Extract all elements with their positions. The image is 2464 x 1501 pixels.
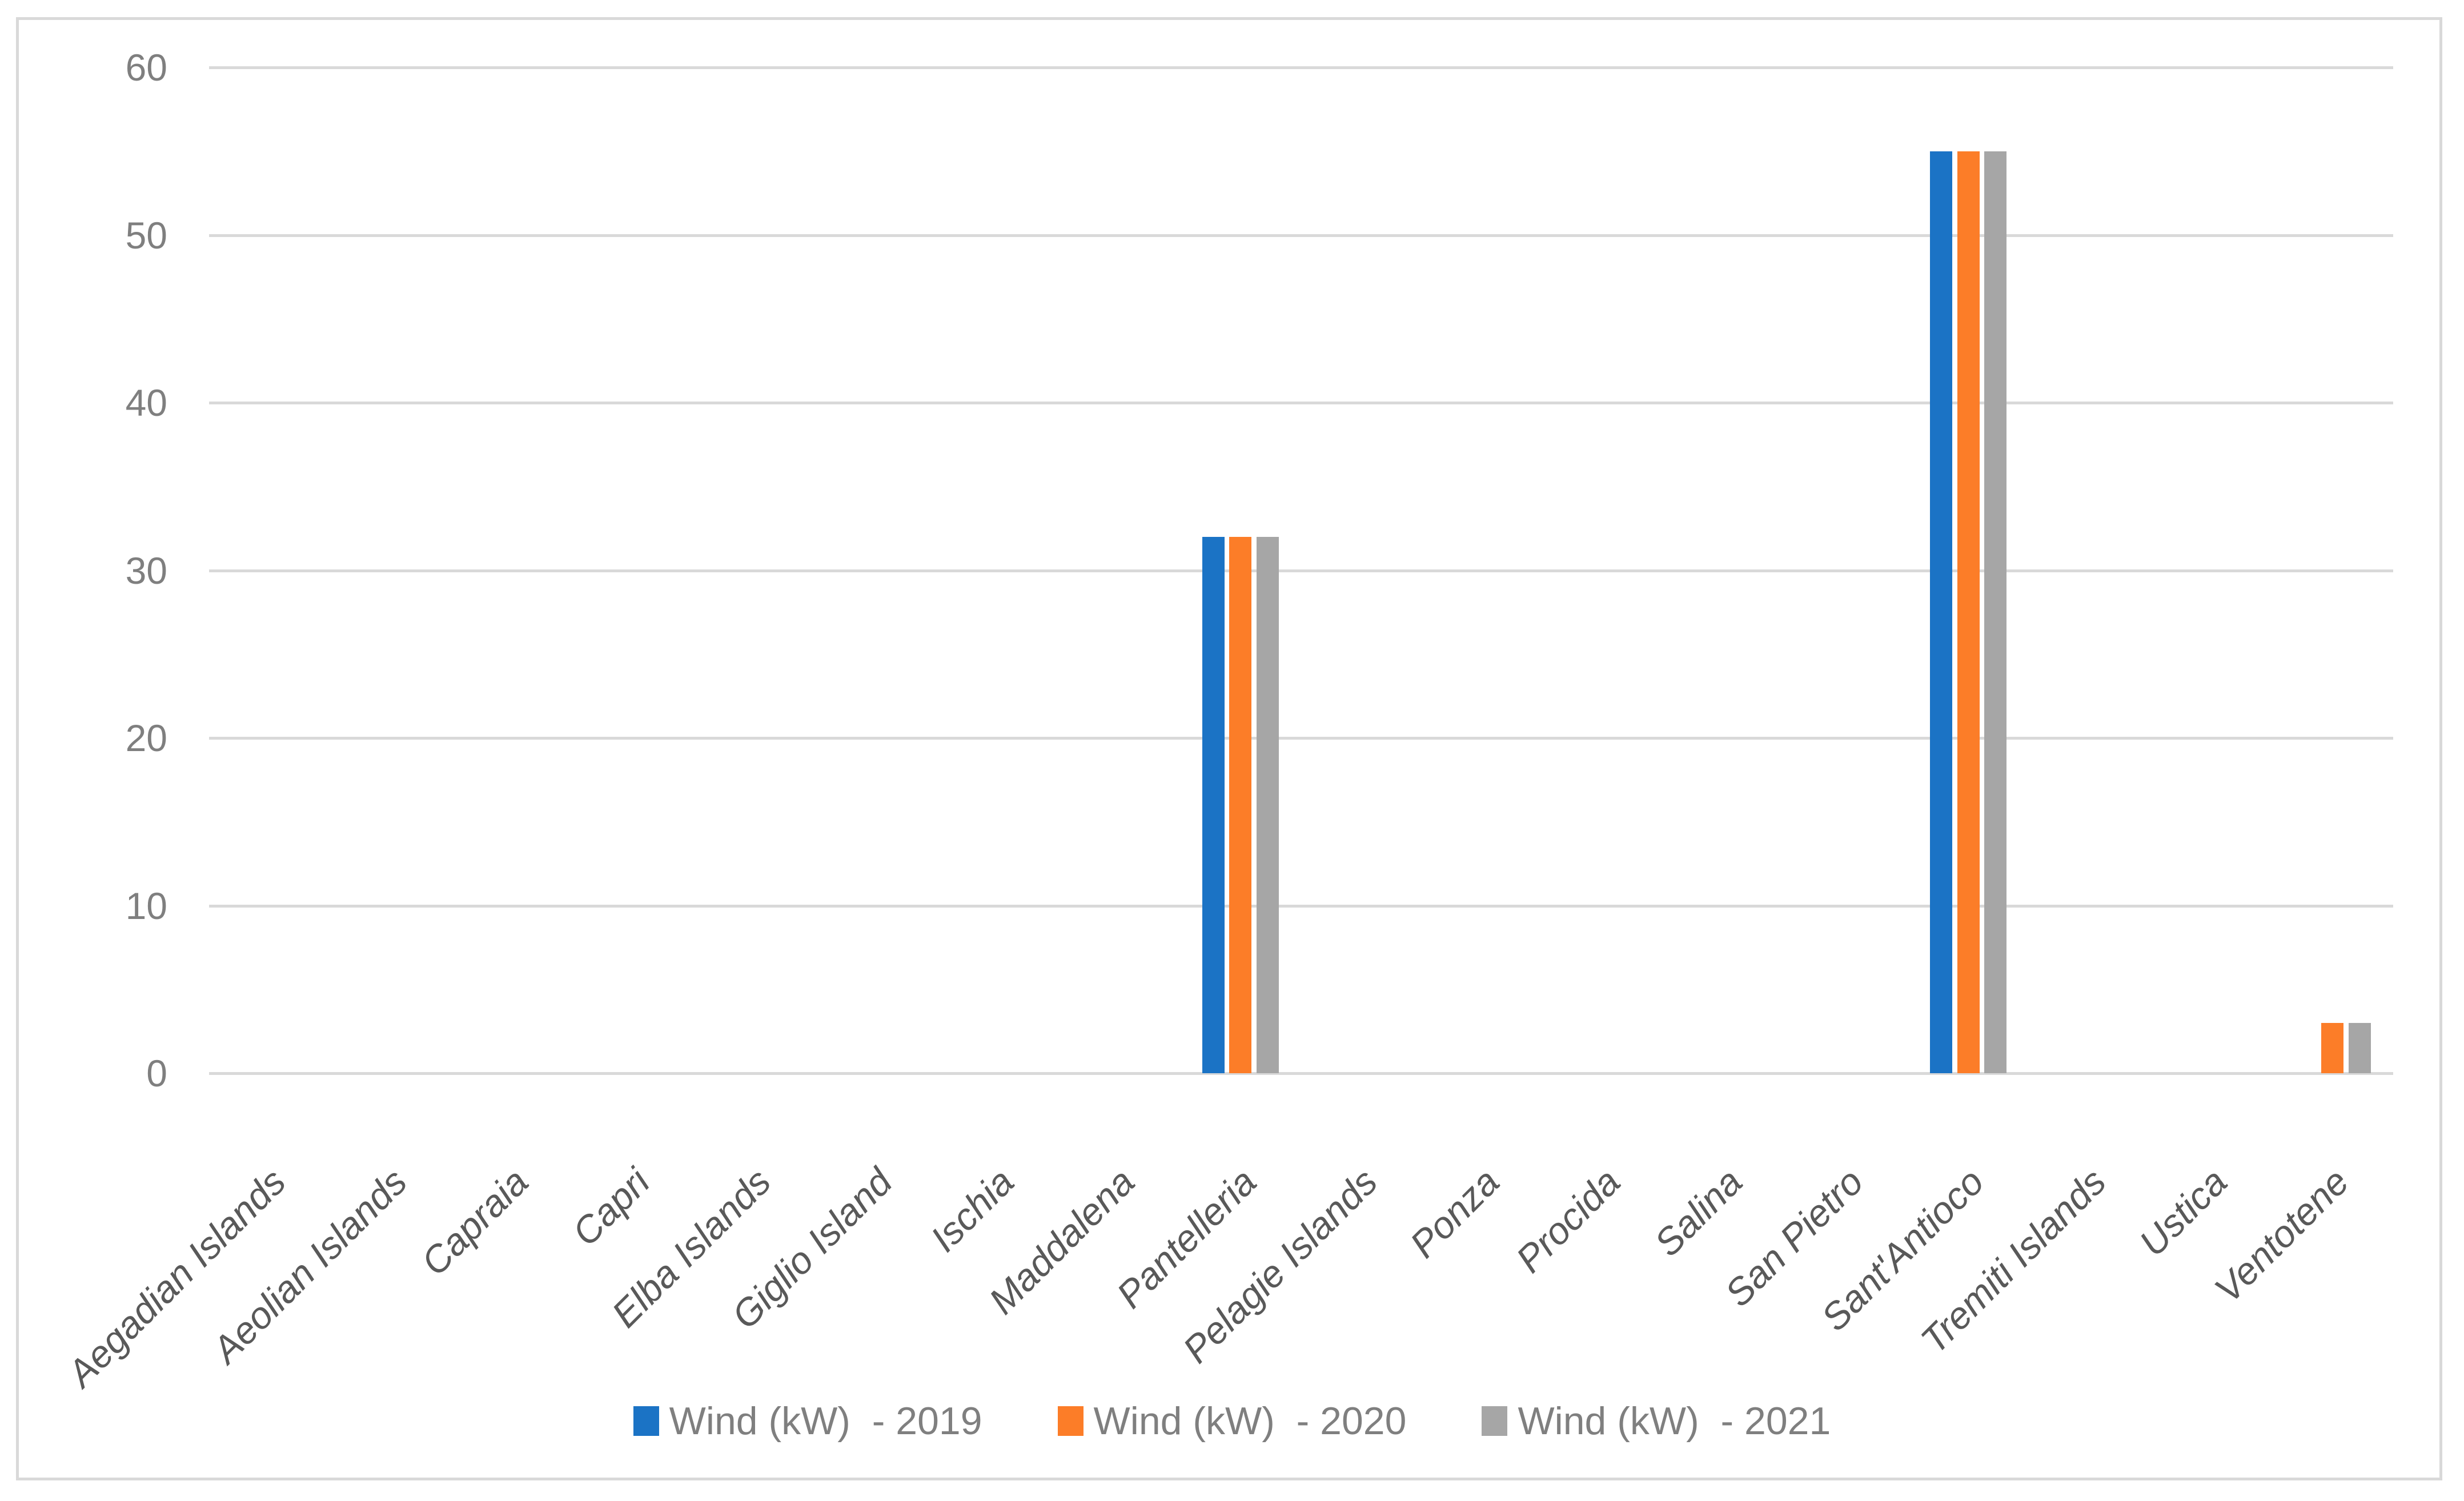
gridline-50 [209,234,2393,237]
y-tick-label-30: 30 [125,549,167,592]
y-tick-label-20: 20 [125,717,167,759]
y-tick-label-50: 50 [125,214,167,256]
bar-ventotene-2021 [2349,1023,2371,1073]
gridline-40 [209,402,2393,404]
y-tick-label-40: 40 [125,382,167,424]
y-tick-label-10: 10 [125,885,167,927]
gridline-30 [209,569,2393,572]
legend-label-2021: Wind (kW) - 2021 [1518,1399,1831,1443]
bar-santantioco-2020 [1957,151,1980,1073]
gridline-60 [209,66,2393,69]
legend: Wind (kW) - 2019 Wind (kW) - 2020 Wind (kW… [0,1398,2464,1444]
legend-item-2019: Wind (kW) - 2019 [633,1398,982,1444]
y-tick-label-60: 60 [125,46,167,89]
bar-pantelleria-2021 [1257,537,1279,1073]
bar-santantioco-2021 [1984,151,2006,1073]
bar-santantioco-2019 [1930,151,1952,1073]
chart-border [16,17,2442,1480]
bar-pantelleria-2019 [1202,537,1225,1073]
y-tick-label-0: 0 [146,1052,167,1094]
legend-label-2020: Wind (kW) - 2020 [1093,1399,1407,1443]
bar-ventotene-2020 [2321,1023,2343,1073]
gridline-0 [209,1072,2393,1075]
legend-swatch-2021 [1482,1406,1508,1436]
legend-swatch-2019 [633,1406,659,1436]
legend-item-2021: Wind (kW) - 2021 [1482,1398,1831,1444]
legend-swatch-2020 [1057,1406,1083,1436]
legend-item-2020: Wind (kW) - 2020 [1057,1398,1407,1444]
gridline-20 [209,737,2393,740]
gridline-10 [209,905,2393,908]
legend-label-2019: Wind (kW) - 2019 [669,1399,982,1443]
bar-pantelleria-2020 [1229,537,1251,1073]
